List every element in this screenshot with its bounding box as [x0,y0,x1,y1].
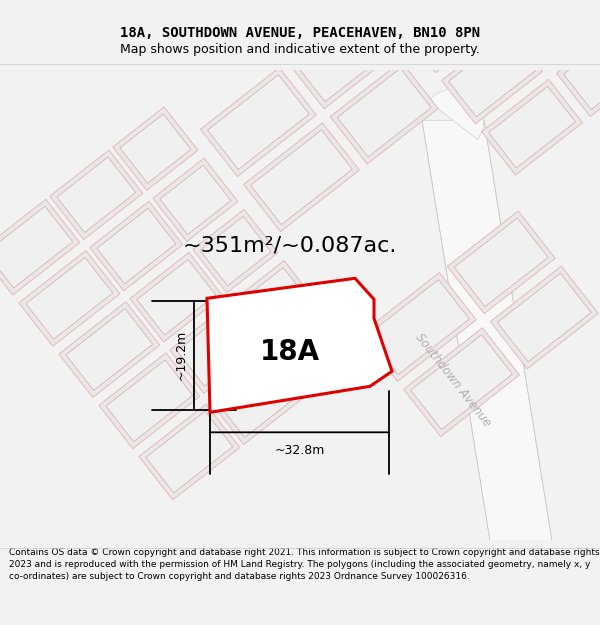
Polygon shape [482,79,583,175]
Polygon shape [280,319,351,388]
Polygon shape [401,0,502,72]
Polygon shape [523,0,600,58]
Polygon shape [57,157,136,232]
Polygon shape [233,261,318,344]
Polygon shape [90,201,183,291]
Polygon shape [337,68,431,157]
Polygon shape [217,362,296,438]
Polygon shape [153,158,238,241]
Polygon shape [442,28,542,124]
Polygon shape [26,258,113,339]
Polygon shape [409,0,496,66]
Polygon shape [368,0,455,14]
Polygon shape [66,309,153,391]
Polygon shape [137,259,216,335]
Polygon shape [200,68,316,176]
Polygon shape [208,75,309,169]
Text: Contains OS data © Crown copyright and database right 2021. This information is : Contains OS data © Crown copyright and d… [9,548,599,581]
Polygon shape [484,0,570,7]
Polygon shape [193,209,278,292]
Text: ~351m²/~0.087ac.: ~351m²/~0.087ac. [183,235,397,255]
Text: Southdown Avenue: Southdown Avenue [413,331,493,429]
Text: 18A: 18A [260,338,320,366]
Text: ~32.8m: ~32.8m [274,444,325,458]
Polygon shape [490,266,598,369]
Polygon shape [177,311,256,386]
Polygon shape [273,312,358,395]
Polygon shape [251,130,352,224]
Polygon shape [99,353,200,449]
Polygon shape [368,279,469,374]
Polygon shape [59,302,160,398]
Polygon shape [160,165,231,234]
Polygon shape [97,208,176,284]
Polygon shape [113,107,198,191]
Polygon shape [130,253,223,342]
Wedge shape [428,89,484,139]
Polygon shape [170,304,263,393]
Polygon shape [240,268,311,337]
Polygon shape [207,278,392,412]
Polygon shape [330,61,438,164]
Polygon shape [497,273,591,362]
Polygon shape [120,114,191,183]
Polygon shape [449,35,535,117]
Polygon shape [244,123,359,232]
Polygon shape [556,21,600,116]
Polygon shape [517,0,600,66]
Polygon shape [361,272,476,381]
Polygon shape [50,150,143,239]
Polygon shape [210,355,303,444]
Polygon shape [0,206,73,288]
Polygon shape [139,404,240,500]
Polygon shape [200,216,271,286]
Polygon shape [0,199,80,295]
Polygon shape [287,6,395,109]
Polygon shape [19,251,120,346]
Text: ~19.2m: ~19.2m [175,330,188,381]
Polygon shape [488,86,575,168]
Polygon shape [422,120,560,590]
Text: 18A, SOUTHDOWN AVENUE, PEACEHAVEN, BN10 8PN: 18A, SOUTHDOWN AVENUE, PEACEHAVEN, BN10 … [120,26,480,41]
Text: Map shows position and indicative extent of the property.: Map shows position and indicative extent… [120,43,480,56]
Polygon shape [454,218,548,307]
Polygon shape [410,335,512,429]
Polygon shape [106,360,193,442]
Polygon shape [476,0,577,14]
Polygon shape [563,28,600,109]
Polygon shape [294,13,388,102]
Polygon shape [447,211,555,314]
Polygon shape [362,0,463,21]
Polygon shape [404,328,520,437]
Polygon shape [146,411,233,493]
